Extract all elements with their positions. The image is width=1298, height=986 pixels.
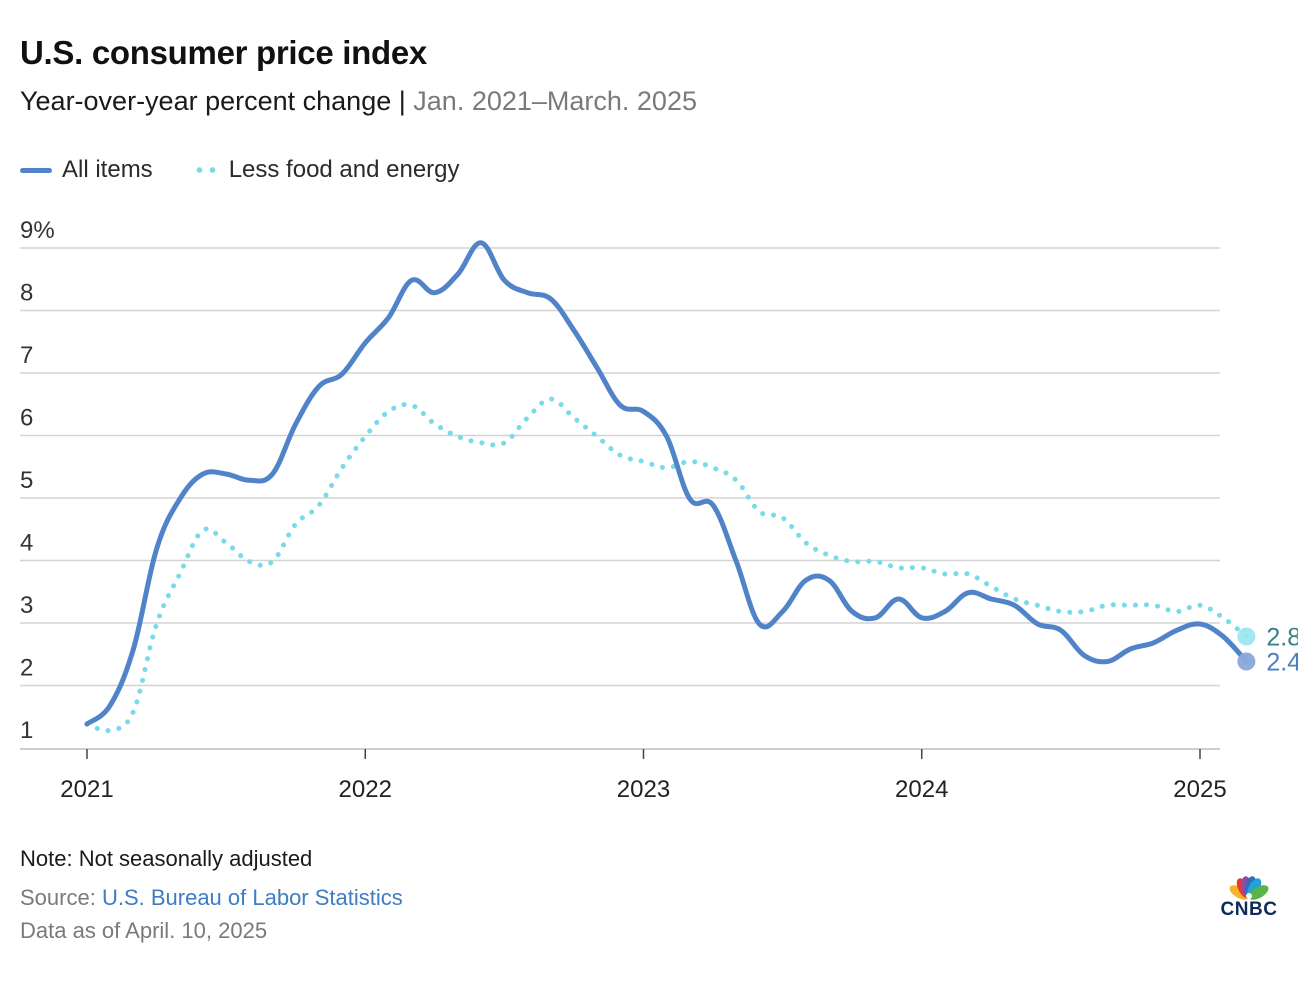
end-marker-all-items (1237, 652, 1256, 671)
chart-subtitle: Year-over-year percent change | Jan. 202… (20, 86, 697, 117)
cnbc-peacock-logo (1229, 876, 1269, 900)
peacock-icon (1229, 876, 1269, 900)
x-tick-label-2023: 2023 (617, 776, 670, 803)
x-tick-label-2022: 2022 (339, 776, 392, 803)
y-tick-label-8: 8 (20, 280, 33, 307)
y-tick-label-7: 7 (20, 342, 33, 369)
legend-swatch-core (192, 167, 219, 173)
y-tick-label-3: 3 (20, 592, 33, 619)
legend-swatch-all-items (20, 167, 52, 173)
y-tick-label-6: 6 (20, 405, 33, 432)
footer-note: Note: Not seasonally adjusted (20, 846, 313, 871)
peacock-body (1246, 893, 1252, 899)
y-tick-label-1: 1 (20, 717, 33, 744)
peacock-feather-6 (1248, 885, 1269, 900)
legend-label-core: Less food and energy (228, 156, 460, 183)
footer-source: Source: U.S. Bureau of Labor Statistics (20, 885, 403, 911)
subtitle-text: Year-over-year percent change (20, 86, 392, 116)
legend-label-all-items: All items (62, 156, 153, 183)
y-tick-label-5: 5 (20, 467, 33, 494)
end-marker-less-food-and-energy (1237, 627, 1256, 646)
footer-data-as-of: Data as of April. 10, 2025 (20, 918, 268, 943)
chart-title: U.S. consumer price index (20, 34, 427, 71)
series-line-less-food-and-energy (84, 396, 1249, 734)
end-label-all-items: 2.4% (1266, 649, 1298, 677)
y-tick-label-4: 4 (20, 530, 33, 557)
source-link[interactable]: U.S. Bureau of Labor Statistics (101, 885, 403, 910)
subtitle-separator: | (398, 86, 406, 116)
x-tick-label-2021: 2021 (60, 776, 113, 803)
legend: All items Less food and energy (20, 156, 460, 184)
x-tick-label-2024: 2024 (895, 776, 948, 803)
end-label-less-food-and-energy: 2.8% (1266, 624, 1298, 652)
subtitle-date-range: Jan. 2021–March. 2025 (413, 86, 697, 116)
cnbc-logo-text: CNBC (1220, 899, 1278, 920)
y-tick-label-2: 2 (20, 655, 33, 682)
source-prefix: Source: (20, 885, 96, 910)
series-line-all-items (84, 240, 1249, 727)
x-tick-label-2025: 2025 (1173, 776, 1226, 803)
y-tick-label-9: 9% (20, 217, 55, 244)
